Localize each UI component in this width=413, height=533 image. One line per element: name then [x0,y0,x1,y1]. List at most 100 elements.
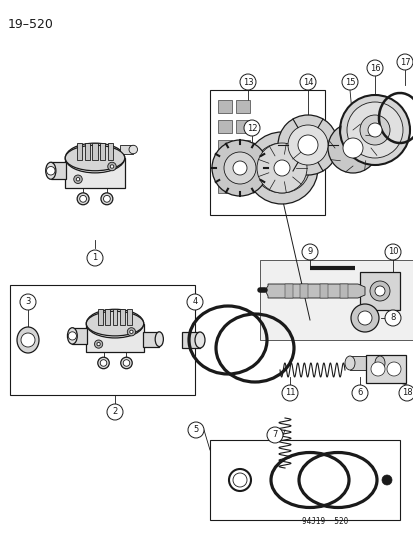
Circle shape [87,250,103,266]
Text: 1: 1 [92,254,97,262]
Circle shape [245,132,317,204]
Circle shape [350,304,378,332]
Circle shape [188,422,204,438]
Circle shape [386,362,400,376]
Text: 9: 9 [306,247,312,256]
Circle shape [266,427,282,443]
Circle shape [223,152,255,184]
Bar [339,284,347,298]
Bar [100,143,105,160]
Circle shape [327,123,377,173]
Circle shape [94,340,102,348]
Bar [77,143,82,160]
Text: 17: 17 [399,58,409,67]
Ellipse shape [129,146,137,154]
Ellipse shape [344,356,354,370]
Polygon shape [65,158,124,188]
Circle shape [107,162,116,171]
Bar [51,162,66,179]
Circle shape [20,294,36,310]
Bar [120,146,133,154]
Circle shape [281,385,297,401]
Circle shape [367,123,381,137]
Circle shape [396,54,412,70]
Ellipse shape [121,357,132,369]
Circle shape [301,244,317,260]
Bar [209,90,324,215]
Text: 3: 3 [25,297,31,306]
Bar [299,284,307,298]
Bar [235,120,249,133]
Ellipse shape [17,327,39,353]
Circle shape [103,196,110,202]
Bar [142,332,159,346]
Bar [349,356,379,370]
Ellipse shape [101,193,113,205]
Circle shape [277,115,337,175]
Circle shape [100,360,107,366]
Bar [218,140,231,153]
Circle shape [384,310,400,326]
Ellipse shape [97,357,109,369]
Ellipse shape [65,146,124,171]
Circle shape [273,160,289,176]
Circle shape [366,60,382,76]
Text: 13: 13 [242,77,253,86]
Circle shape [123,360,129,366]
Circle shape [341,74,357,90]
Circle shape [240,74,255,90]
Bar [259,260,413,340]
Circle shape [76,177,80,181]
Circle shape [243,120,259,136]
Circle shape [110,165,114,168]
Bar [209,440,399,520]
Text: 19–520: 19–520 [8,18,54,31]
Circle shape [287,125,327,165]
Circle shape [359,115,389,145]
Bar [218,180,231,193]
Ellipse shape [374,356,384,370]
Polygon shape [264,284,364,298]
Bar [120,309,125,325]
Bar [182,332,199,348]
Bar [284,284,292,298]
Bar [218,100,231,113]
Circle shape [384,244,400,260]
Circle shape [370,362,384,376]
Ellipse shape [155,332,163,346]
Bar [235,100,249,113]
Text: 14: 14 [302,77,313,86]
Ellipse shape [67,328,77,344]
Text: 5: 5 [193,425,198,434]
Circle shape [129,330,133,334]
Circle shape [369,281,389,301]
Bar [97,309,102,325]
Ellipse shape [195,332,204,348]
Circle shape [346,102,402,158]
Circle shape [256,143,306,193]
Ellipse shape [65,143,124,173]
Bar [10,285,195,395]
Bar [319,284,327,298]
Circle shape [342,138,362,158]
Bar [235,160,249,173]
Bar [218,160,231,173]
Text: 94J19  520: 94J19 520 [301,517,347,526]
Circle shape [299,74,315,90]
Ellipse shape [45,162,56,179]
Bar [112,309,117,325]
Text: 6: 6 [356,389,362,398]
Polygon shape [86,324,143,352]
Circle shape [233,473,247,487]
Text: 16: 16 [369,63,380,72]
Bar [235,140,249,153]
Text: 8: 8 [389,313,395,322]
Bar [365,355,405,383]
Circle shape [374,286,384,296]
Bar [72,328,87,344]
Circle shape [74,175,82,183]
Text: 15: 15 [344,77,354,86]
Bar [85,143,90,160]
Bar [105,309,110,325]
Text: 4: 4 [192,297,197,306]
